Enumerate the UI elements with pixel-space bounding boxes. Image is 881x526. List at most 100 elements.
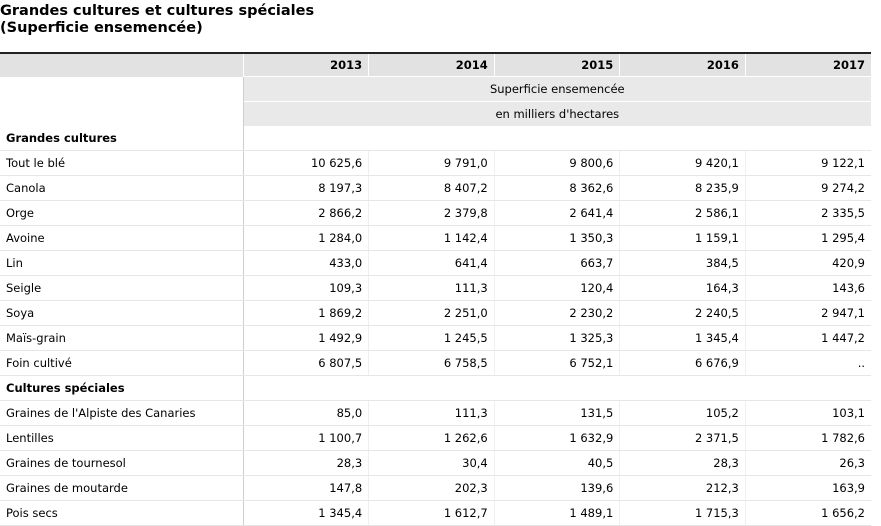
value-cell: 1 715,3 xyxy=(619,500,746,526)
row-label: Seigle xyxy=(0,275,244,301)
value-cell: 6 752,1 xyxy=(493,350,620,376)
crop-area-table: 2013 2014 2015 2016 2017 Superficie ense… xyxy=(0,52,871,526)
table-row: Soya 1 869,2 2 251,0 2 230,2 2 240,5 2 947,1 xyxy=(0,300,871,326)
value-cell: 139,6 xyxy=(493,475,620,501)
table-row: Lin 433,0 641,4 663,7 384,5 420,9 xyxy=(0,250,871,276)
measure-header: Superficie ensemencée xyxy=(243,76,871,102)
year-header-row: 2013 2014 2015 2016 2017 xyxy=(0,52,871,77)
value-cell: 1 632,9 xyxy=(493,425,620,451)
year-header: 2017 xyxy=(744,52,871,77)
value-cell: 420,9 xyxy=(744,250,871,276)
value-cell: 1 492,9 xyxy=(243,325,369,351)
value-cell: 663,7 xyxy=(493,250,620,276)
year-header: 2015 xyxy=(493,52,620,77)
section-spacer xyxy=(243,126,871,151)
value-cell: 1 100,7 xyxy=(243,425,369,451)
value-cell: 28,3 xyxy=(619,450,746,476)
value-cell: 2 240,5 xyxy=(619,300,746,326)
table-row: Graines de moutarde 147,8 202,3 139,6 212,3 1… xyxy=(0,475,871,501)
row-label: Lentilles xyxy=(0,425,244,451)
value-cell: 1 447,2 xyxy=(744,325,871,351)
value-cell: 163,9 xyxy=(744,475,871,501)
table-row: Tout le blé 10 625,6 9 791,0 9 800,6 9 420,1… xyxy=(0,150,871,176)
value-cell: 111,3 xyxy=(368,275,495,301)
value-cell: 202,3 xyxy=(368,475,495,501)
unit-header-row: en milliers d'hectares xyxy=(0,101,871,126)
value-cell: 1 245,5 xyxy=(368,325,495,351)
value-cell: 6 676,9 xyxy=(619,350,746,376)
value-cell: 131,5 xyxy=(493,400,620,426)
row-label: Lin xyxy=(0,250,244,276)
table-row: Avoine 1 284,0 1 142,4 1 350,3 1 159,1 1 295,… xyxy=(0,225,871,251)
table-row: Graines de tournesol 28,3 30,4 40,5 28,3 26,3 xyxy=(0,450,871,476)
value-cell: 8 197,3 xyxy=(243,175,369,201)
table-row: Seigle 109,3 111,3 120,4 164,3 143,6 xyxy=(0,275,871,301)
table-row: Graines de l'Alpiste des Canaries 85,0 111… xyxy=(0,400,871,426)
value-cell: 1 325,3 xyxy=(493,325,620,351)
value-cell: 2 379,8 xyxy=(368,200,495,226)
value-cell: 10 625,6 xyxy=(243,150,369,176)
value-cell: 8 235,9 xyxy=(619,175,746,201)
value-cell: 1 262,6 xyxy=(368,425,495,451)
row-label: Graines de l'Alpiste des Canaries xyxy=(0,400,244,426)
value-cell: 8 407,2 xyxy=(368,175,495,201)
value-cell: 1 142,4 xyxy=(368,225,495,251)
page-title: Grandes cultures et cultures spéciales (… xyxy=(0,3,314,37)
value-cell: 85,0 xyxy=(243,400,369,426)
table-row: Maïs-grain 1 492,9 1 245,5 1 325,3 1 345,4 1 … xyxy=(0,325,871,351)
value-cell: 384,5 xyxy=(619,250,746,276)
row-label: Orge xyxy=(0,200,244,226)
table-body: Grandes cultures Tout le blé 10 625,6 9 791… xyxy=(0,126,871,526)
section-header-row: Cultures spéciales xyxy=(0,375,871,401)
value-cell: 28,3 xyxy=(243,450,369,476)
table-row: Foin cultivé 6 807,5 6 758,5 6 752,1 6 676,9… xyxy=(0,350,871,376)
value-cell: 105,2 xyxy=(619,400,746,426)
value-cell: 2 251,0 xyxy=(368,300,495,326)
value-cell: 26,3 xyxy=(744,450,871,476)
value-cell: 6 807,5 xyxy=(243,350,369,376)
row-label: Graines de moutarde xyxy=(0,475,244,501)
value-cell: 1 612,7 xyxy=(368,500,495,526)
year-header: 2013 xyxy=(242,52,369,77)
title-line-2: (Superficie ensemencée) xyxy=(0,20,203,36)
value-cell: 2 641,4 xyxy=(493,200,620,226)
value-cell: 9 274,2 xyxy=(744,175,871,201)
row-label: Pois secs xyxy=(0,500,244,526)
section-title: Grandes cultures xyxy=(0,126,244,151)
value-cell: 641,4 xyxy=(368,250,495,276)
value-cell: 1 284,0 xyxy=(243,225,369,251)
value-cell: 1 295,4 xyxy=(744,225,871,251)
corner-cell xyxy=(0,52,244,77)
year-header: 2016 xyxy=(619,52,746,77)
value-cell: 2 866,2 xyxy=(243,200,369,226)
value-cell: 147,8 xyxy=(243,475,369,501)
value-cell: 1 350,3 xyxy=(493,225,620,251)
value-cell: 111,3 xyxy=(368,400,495,426)
value-cell: 6 758,5 xyxy=(368,350,495,376)
row-label: Graines de tournesol xyxy=(0,450,244,476)
value-cell: 1 345,4 xyxy=(619,325,746,351)
value-cell: 1 869,2 xyxy=(243,300,369,326)
value-cell: 40,5 xyxy=(493,450,620,476)
row-label: Tout le blé xyxy=(0,150,244,176)
value-cell: 1 782,6 xyxy=(744,425,871,451)
value-cell: 2 335,5 xyxy=(744,200,871,226)
value-cell: 212,3 xyxy=(619,475,746,501)
table-row: Canola 8 197,3 8 407,2 8 362,6 8 235,9 9 274,… xyxy=(0,175,871,201)
value-cell: 1 489,1 xyxy=(493,500,620,526)
measure-header-row: Superficie ensemencée xyxy=(0,76,871,102)
value-cell: 2 371,5 xyxy=(619,425,746,451)
value-cell: 1 159,1 xyxy=(619,225,746,251)
unit-header: en milliers d'hectares xyxy=(243,101,871,126)
value-cell: 103,1 xyxy=(744,400,871,426)
row-label: Avoine xyxy=(0,225,244,251)
value-cell: 2 230,2 xyxy=(493,300,620,326)
value-cell: 109,3 xyxy=(243,275,369,301)
value-cell: .. xyxy=(744,350,871,376)
value-cell: 9 791,0 xyxy=(368,150,495,176)
value-cell: 120,4 xyxy=(493,275,620,301)
section-spacer xyxy=(243,375,871,401)
year-header: 2014 xyxy=(368,52,495,77)
section-header-row: Grandes cultures xyxy=(0,126,871,151)
value-cell: 30,4 xyxy=(368,450,495,476)
